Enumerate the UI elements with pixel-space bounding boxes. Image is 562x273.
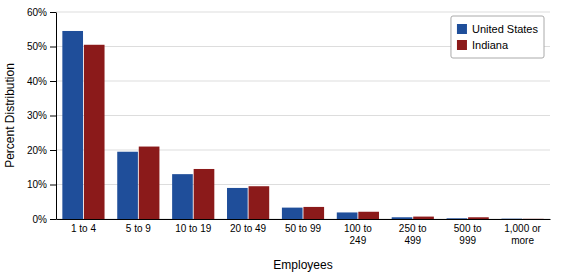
bar [501, 218, 522, 219]
bar [172, 174, 193, 219]
tick-label: 50% [27, 41, 47, 52]
tick-label: 5 to 9 [126, 223, 151, 234]
bar [413, 217, 434, 219]
grid-line [56, 115, 550, 116]
legend-label: Indiana [472, 39, 509, 51]
bar [392, 217, 413, 219]
tick-mark [50, 219, 56, 220]
grid-line [56, 150, 550, 151]
bar [249, 186, 270, 219]
chart: 1 to 4 5 to 9 10 to 19 20 to 49 50 to 99 100 … [0, 0, 562, 273]
tick: 10 to 19 [175, 223, 212, 234]
tick: 0% [33, 214, 56, 225]
bar [282, 208, 303, 219]
bars [62, 31, 543, 219]
bar [523, 218, 544, 219]
tick-label: 10 to 19 [175, 223, 212, 234]
tick: 250 to499 [399, 223, 427, 246]
grid [56, 12, 550, 219]
x-axis-title: Employees [273, 258, 332, 272]
tick: 100 to249 [344, 223, 372, 246]
tick-label: 50 to 99 [285, 223, 322, 234]
tick-label: 100 to249 [344, 223, 372, 246]
tick: 10% [27, 179, 56, 190]
legend-item: Indiana [457, 39, 509, 51]
bar [84, 45, 105, 219]
tick: 5 to 9 [126, 223, 151, 234]
grid-line [56, 12, 550, 13]
tick-mark [50, 12, 56, 13]
bar [227, 188, 248, 219]
tick: 20% [27, 145, 56, 156]
bar [468, 217, 489, 219]
tick-mark [50, 185, 56, 186]
y-axis-title: Percent Distribution [3, 63, 17, 168]
plot: 1 to 4 5 to 9 10 to 19 20 to 49 50 to 99 100 … [27, 7, 551, 246]
tick-label: 60% [27, 7, 47, 18]
legend: United States Indiana [451, 16, 544, 58]
legend-frame [451, 16, 544, 58]
tick: 1 to 4 [71, 223, 96, 234]
tick: 50 to 99 [285, 223, 322, 234]
tick-mark [50, 47, 56, 48]
tick-label: 1,000 ormore [504, 223, 541, 246]
bar [139, 147, 160, 219]
tick: 60% [27, 7, 56, 18]
bar [303, 207, 324, 219]
tick-label: 30% [27, 110, 47, 121]
bar [337, 212, 358, 219]
bar [447, 218, 468, 219]
tick-label: 250 to499 [399, 223, 427, 246]
tick-label: 20 to 49 [230, 223, 267, 234]
bar [62, 31, 83, 219]
tick: 20 to 49 [230, 223, 267, 234]
tick: 50% [27, 41, 56, 52]
tick-label: 40% [27, 76, 47, 87]
tick-mark [50, 116, 56, 117]
tick-mark [50, 81, 56, 82]
series [62, 31, 522, 219]
tick-label: 1 to 4 [71, 223, 96, 234]
legend-swatch [457, 40, 467, 50]
tick-mark [50, 150, 56, 151]
bar [117, 152, 138, 219]
bar [194, 169, 215, 219]
grid-line [56, 81, 550, 82]
tick: 30% [27, 110, 56, 121]
legend-item: United States [457, 23, 539, 35]
y-axis: 0% 10% 20% 30% 40% 50% 60% [27, 7, 57, 225]
x-axis: 1 to 4 5 to 9 10 to 19 20 to 49 50 to 99 100 … [57, 220, 551, 246]
bar [358, 212, 379, 219]
tick-label: 20% [27, 145, 47, 156]
series [84, 45, 544, 219]
tick-label: 10% [27, 179, 47, 190]
legend-label: United States [472, 23, 539, 35]
axis-line [57, 219, 551, 220]
tick-label: 500 to999 [454, 223, 482, 246]
legend-swatch [457, 24, 467, 34]
axis-line [56, 13, 57, 220]
tick: 500 to999 [454, 223, 482, 246]
tick: 40% [27, 76, 56, 87]
tick-label: 0% [33, 214, 48, 225]
tick: 1,000 ormore [504, 223, 541, 246]
